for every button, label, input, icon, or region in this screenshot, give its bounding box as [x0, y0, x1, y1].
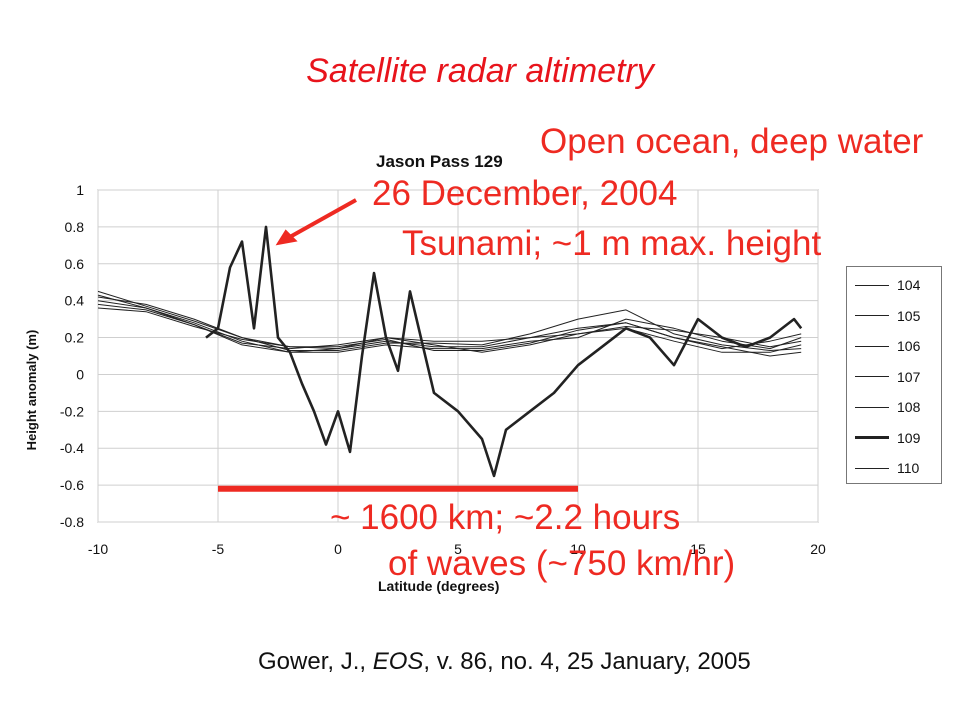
legend-label: 107	[897, 368, 921, 385]
legend-label: 105	[897, 307, 921, 324]
legend-swatch	[855, 284, 889, 286]
annotation-open-ocean: Open ocean, deep water	[540, 122, 924, 161]
legend-swatch	[855, 406, 889, 408]
x-tick-label: 0	[334, 541, 342, 557]
annotation-tsunami: Tsunami; ~1 m max. height	[402, 224, 822, 263]
x-axis-label: Latitude (degrees)	[378, 578, 500, 594]
legend-label: 108	[897, 399, 921, 415]
series-line-108	[97, 307, 802, 351]
series-line-105	[97, 300, 802, 353]
y-tick-label: -0.6	[60, 477, 84, 493]
y-tick-label: -0.4	[60, 440, 84, 456]
series-line-106	[97, 303, 802, 353]
x-tick-label: 5	[454, 541, 462, 557]
legend-label: 106	[897, 338, 921, 354]
annotation-span: ~ 1600 km; ~2.2 hours	[330, 498, 681, 537]
chart-legend: 104 105 106 107 108 109 110	[846, 266, 942, 484]
legend-label: 110	[897, 460, 920, 476]
legend-item-104: 104	[855, 275, 920, 295]
legend-swatch	[855, 467, 889, 469]
x-tick-label: 15	[690, 541, 706, 557]
x-tick-label: 20	[810, 541, 826, 557]
slide-title: Satellite radar altimetry	[306, 52, 654, 90]
legend-item-108: 108	[855, 397, 920, 417]
y-tick-label: 0.8	[65, 219, 85, 235]
annotation-waves: of waves (~750 km/hr)	[388, 544, 736, 583]
series-line-110	[97, 294, 802, 353]
annotation-date: 26 December, 2004	[372, 174, 678, 213]
legend-swatch	[855, 436, 889, 439]
y-tick-label: 0	[76, 366, 84, 382]
legend-item-106: 106	[855, 336, 920, 356]
legend-label: 109	[897, 429, 921, 446]
x-tick-label: -5	[212, 541, 225, 557]
x-tick-label: 10	[570, 541, 586, 557]
overlay-layer	[218, 198, 578, 492]
legend-item-109: 109	[855, 428, 920, 448]
y-tick-label: 0.2	[65, 330, 85, 346]
citation-journal: EOS	[372, 648, 424, 675]
ticks-layer: -0.8 -0.6 -0.4 -0.2 0 0.2 0.4 0.6 0.8 1 -10 -5 0 5 10 1…	[60, 182, 826, 557]
citation-suffix: , v. 86, no. 4, 25 January, 2005	[423, 648, 751, 675]
chart-title: Jason Pass 129	[376, 152, 503, 171]
legend-label: 104	[897, 277, 921, 293]
citation-prefix: Gower, J.,	[258, 648, 373, 675]
legend-swatch	[855, 376, 889, 377]
citation: Gower, J., EOS, v. 86, no. 4, 25 January…	[258, 648, 751, 676]
y-tick-label: 1	[76, 182, 84, 198]
legend-item-105: 105	[855, 306, 920, 326]
legend-swatch	[855, 315, 889, 316]
tsunami-arrowhead	[275, 229, 298, 246]
y-tick-label: 0.4	[65, 293, 85, 309]
y-tick-label: 0.6	[65, 256, 85, 272]
x-tick-label: -10	[88, 541, 108, 557]
tsunami-arrow	[284, 198, 357, 242]
legend-item-110: 110	[855, 458, 919, 478]
y-tick-label: -0.8	[60, 514, 84, 530]
y-tick-label: -0.2	[60, 403, 84, 419]
series-line-109	[205, 225, 803, 478]
legend-swatch	[855, 345, 889, 347]
legend-item-107: 107	[855, 367, 920, 387]
series-layer	[97, 225, 803, 478]
